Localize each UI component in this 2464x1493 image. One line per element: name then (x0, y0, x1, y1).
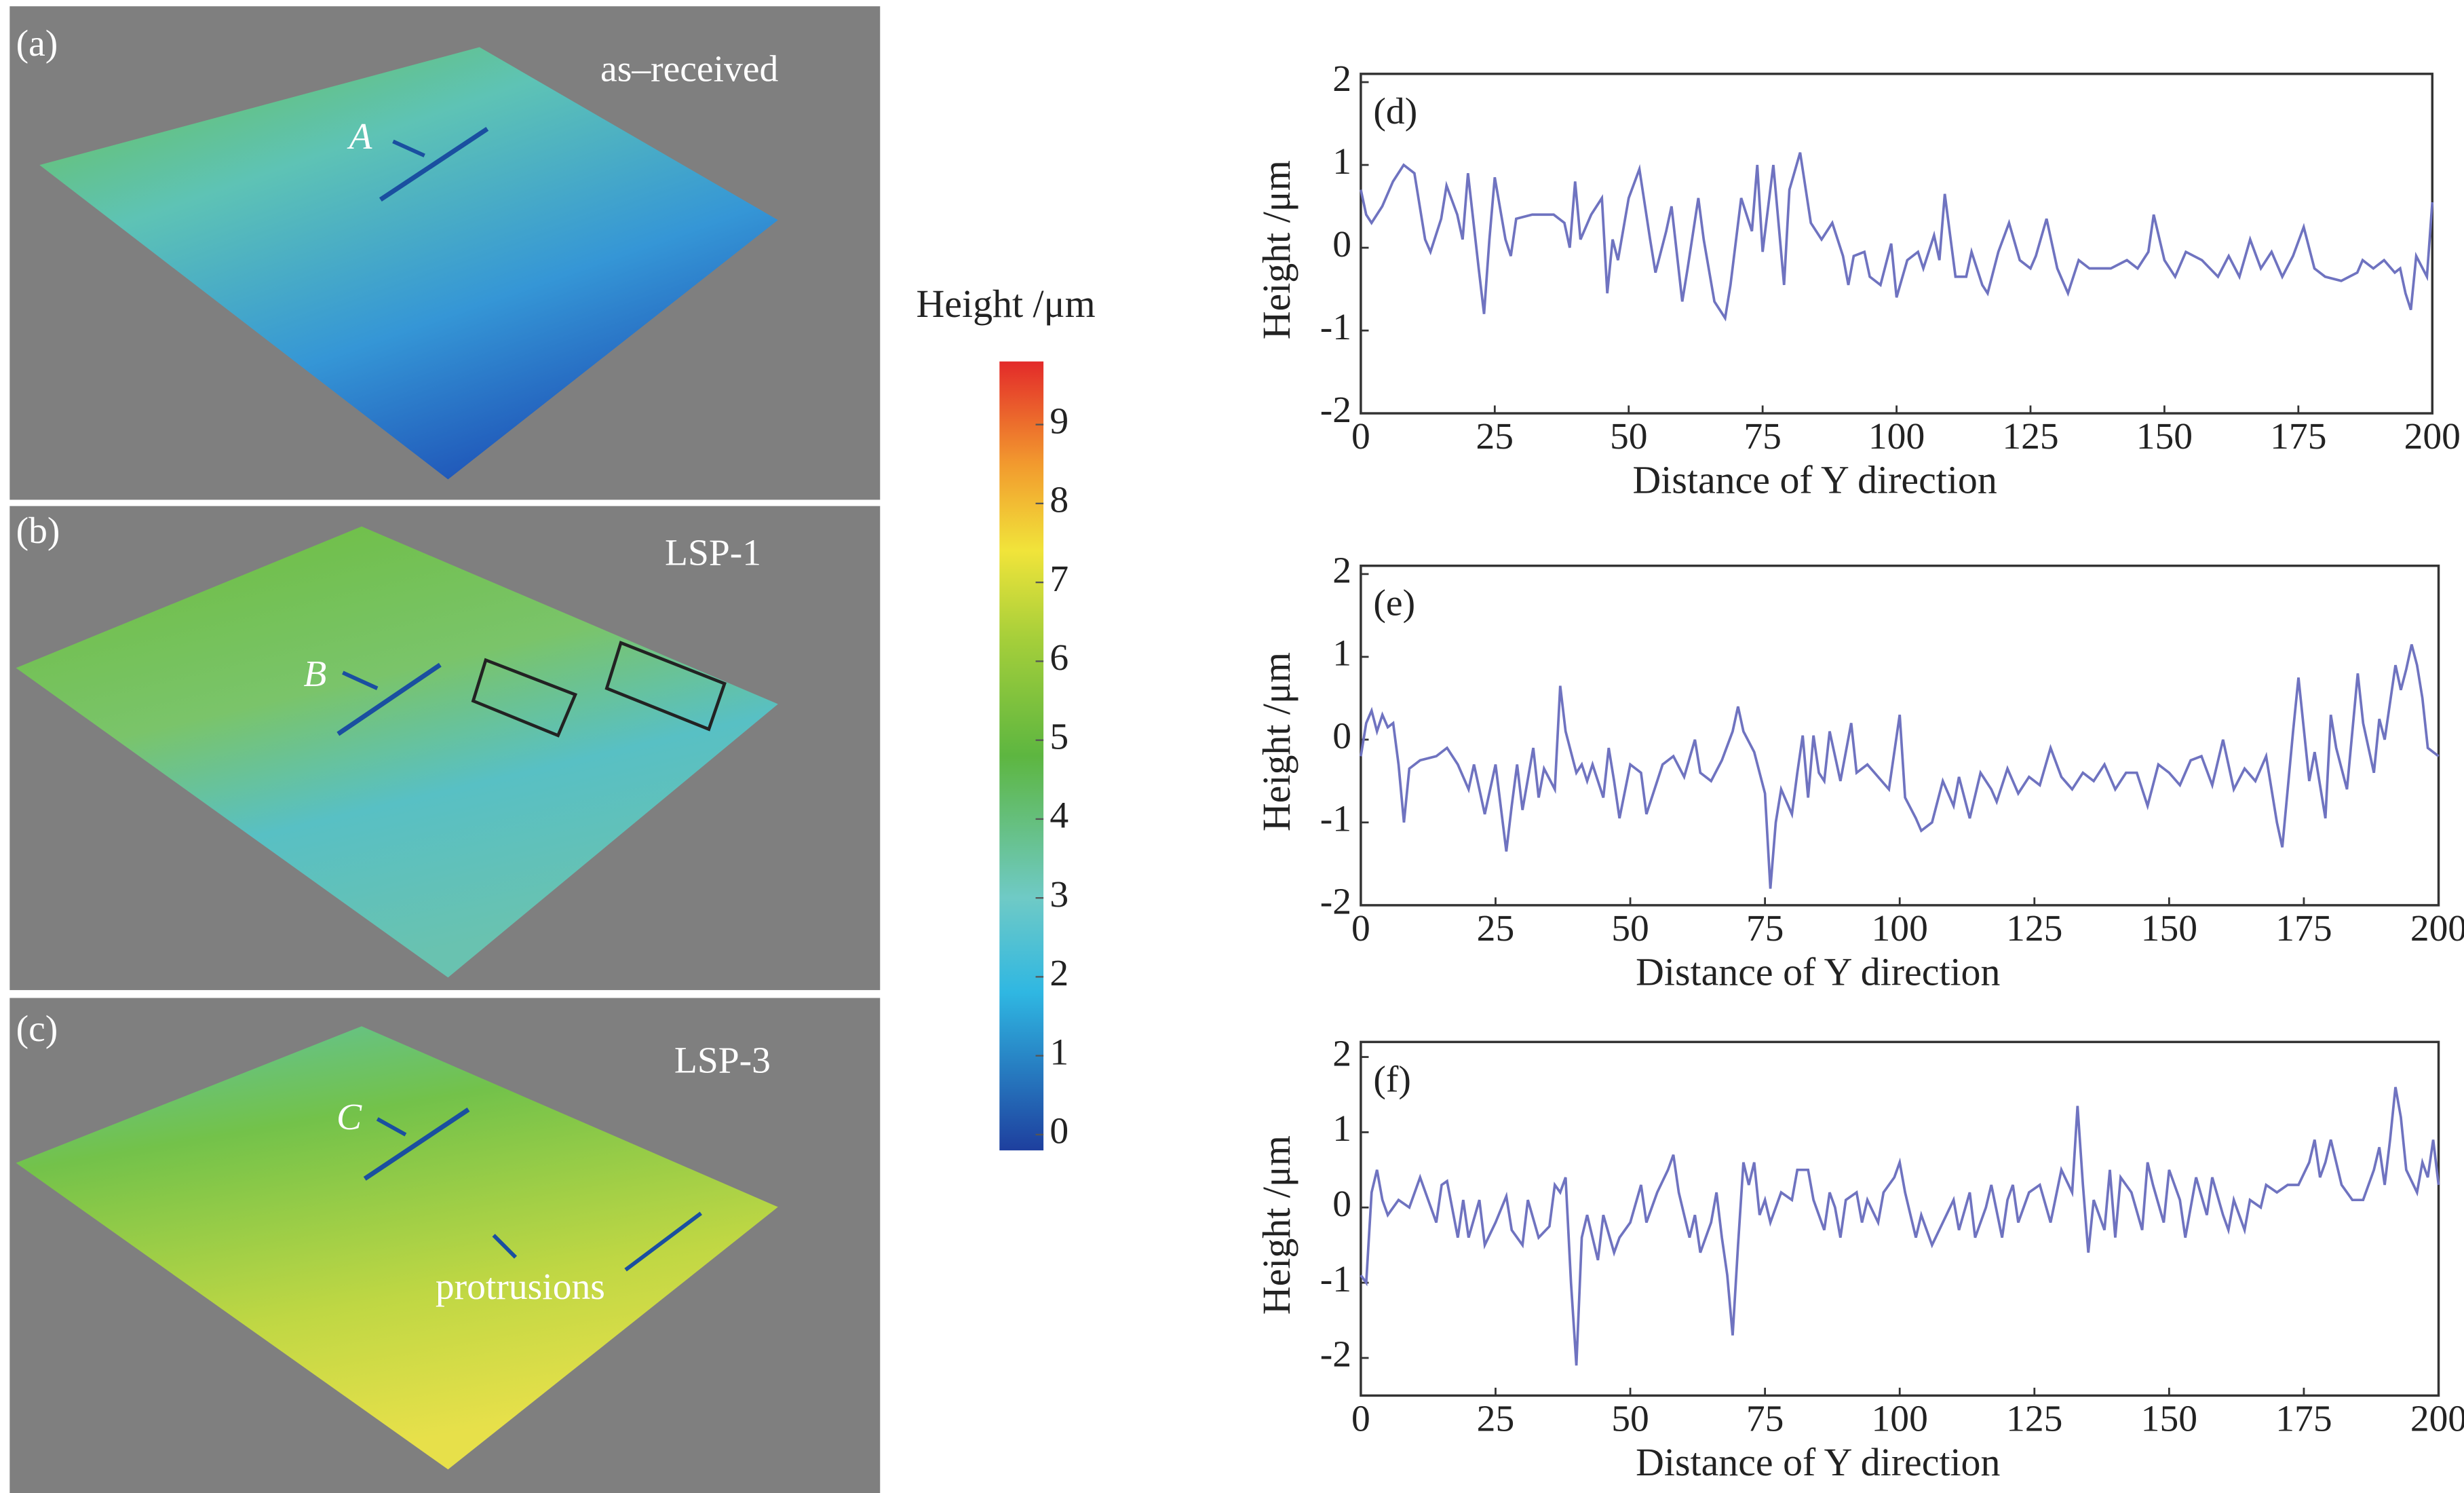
x-tick-label: 100 (1872, 1398, 1928, 1440)
profile-line-b (336, 662, 442, 736)
x-tick-label: 75 (1744, 415, 1782, 457)
x-tick-label: 100 (1872, 907, 1928, 949)
panel-label: (e) (1373, 582, 1415, 624)
colorbar (999, 361, 1044, 1151)
y-tick-label: -2 (1320, 881, 1351, 923)
x-tick-label: 25 (1477, 907, 1515, 949)
x-axis-label: Distance of Y direction (1636, 1440, 2000, 1484)
marker-label: B (303, 653, 326, 695)
x-tick-label: 0 (1351, 1398, 1370, 1440)
x-tick-label: 0 (1351, 907, 1370, 949)
x-tick-label: 200 (2404, 415, 2461, 457)
data-line (1360, 152, 2434, 322)
panel-label: (c) (16, 1008, 58, 1050)
box (604, 641, 727, 732)
x-tick-label: 50 (1611, 1398, 1649, 1440)
panel-caption: as–received (600, 48, 778, 90)
x-tick-label: 175 (2275, 1398, 2332, 1440)
x-tick-label: 150 (2141, 907, 2197, 949)
colorbar-tick-label: 4 (1050, 795, 1069, 837)
annotation: protrusions (436, 1266, 605, 1308)
y-tick-label: 1 (1332, 632, 1351, 675)
surface-b (16, 526, 778, 978)
y-tick-label: 1 (1332, 1108, 1351, 1150)
data-line (1360, 644, 2440, 889)
y-axis-label: Height /μm (1254, 160, 1298, 339)
x-tick-label: 75 (1746, 1398, 1784, 1440)
arrow-b (342, 670, 379, 690)
plot-frame (1360, 1040, 2440, 1397)
colorbar-tick-label: 6 (1050, 637, 1069, 679)
panel-label: (a) (16, 22, 58, 64)
y-tick-label: -1 (1320, 1258, 1351, 1300)
y-tick-label: 2 (1332, 58, 1351, 100)
y-tick-label: -2 (1320, 389, 1351, 431)
colorbar-tick-label: 1 (1050, 1031, 1069, 1073)
x-axis-label: Distance of Y direction (1633, 458, 1997, 502)
x-tick-label: 200 (2410, 1398, 2464, 1440)
marker-label: C (336, 1096, 362, 1138)
panel-caption: LSP-1 (665, 532, 761, 574)
arrow (624, 1211, 702, 1272)
x-tick-label: 125 (2006, 1398, 2062, 1440)
colorbar-title: Height /μm (917, 282, 1096, 326)
y-tick-label: -2 (1320, 1334, 1351, 1376)
surface-c (16, 1026, 778, 1470)
colorbar-tick-label: 5 (1050, 715, 1069, 757)
x-axis-label: Distance of Y direction (1636, 949, 2000, 994)
y-axis-label: Height /μm (1254, 1135, 1298, 1315)
plot-frame (1360, 564, 2440, 907)
box (471, 658, 578, 738)
panel-caption: LSP-3 (674, 1040, 771, 1082)
x-tick-label: 50 (1611, 907, 1649, 949)
x-tick-label: 150 (2136, 415, 2193, 457)
plot-frame (1360, 73, 2433, 415)
x-tick-label: 125 (2006, 907, 2062, 949)
surface-a (39, 47, 778, 480)
y-tick-label: 1 (1332, 140, 1351, 183)
y-tick-label: 2 (1332, 1032, 1351, 1074)
x-tick-label: 125 (2002, 415, 2058, 457)
colorbar-tick-label: 9 (1050, 400, 1069, 442)
y-tick-label: 0 (1332, 223, 1351, 265)
x-tick-label: 150 (2141, 1398, 2197, 1440)
y-tick-label: 0 (1332, 1183, 1351, 1225)
x-tick-label: 25 (1477, 1398, 1515, 1440)
x-tick-label: 175 (2270, 415, 2326, 457)
profile-line-c (363, 1108, 470, 1181)
x-tick-label: 50 (1610, 415, 1648, 457)
colorbar-tick-label: 3 (1050, 873, 1069, 915)
panel-label: (f) (1373, 1058, 1411, 1100)
x-tick-label: 200 (2410, 907, 2464, 949)
y-tick-label: 0 (1332, 715, 1351, 757)
arrow (492, 1234, 518, 1259)
colorbar-tick-label: 8 (1050, 479, 1069, 521)
y-tick-label: -1 (1320, 798, 1351, 840)
x-tick-label: 0 (1351, 415, 1370, 457)
x-tick-label: 75 (1746, 907, 1784, 949)
data-line (1360, 1086, 2440, 1366)
panel-label: (b) (16, 510, 60, 552)
x-tick-label: 25 (1476, 415, 1514, 457)
colorbar-tick-label: 0 (1050, 1110, 1069, 1152)
colorbar-tick-label: 7 (1050, 558, 1069, 600)
arrow-a (392, 139, 425, 157)
y-tick-label: -1 (1320, 306, 1351, 348)
x-tick-label: 175 (2275, 907, 2332, 949)
marker-label: A (347, 115, 373, 157)
profile-line-a (379, 126, 489, 202)
y-axis-label: Height /μm (1254, 652, 1298, 831)
x-tick-label: 100 (1868, 415, 1925, 457)
surface-panels: (a) as–received A (b) LSP-1 B (c) LSP-3 … (9, 6, 881, 1493)
arrow-c (376, 1117, 407, 1137)
y-tick-label: 2 (1332, 550, 1351, 592)
colorbar-tick-label: 2 (1050, 952, 1069, 994)
panel-label: (d) (1373, 90, 1417, 132)
